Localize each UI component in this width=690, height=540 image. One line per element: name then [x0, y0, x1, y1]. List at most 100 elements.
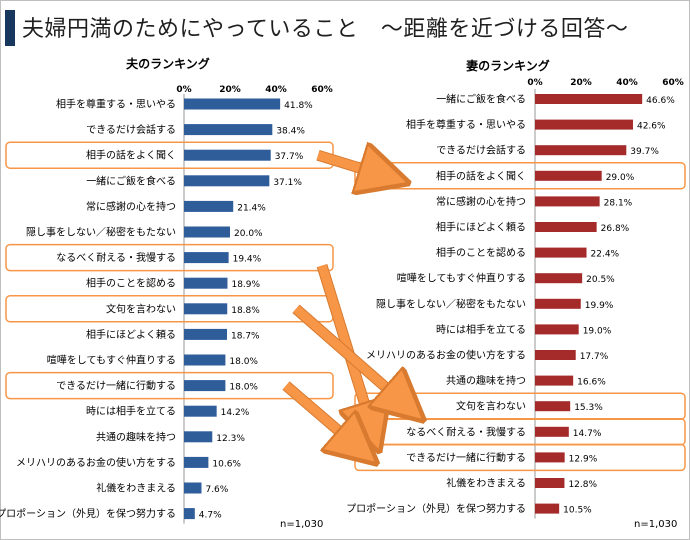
bar [535, 170, 602, 181]
value-label: 19.9% [585, 301, 614, 311]
comparison-arrows [282, 155, 405, 448]
category-label: プロポーション（外見）を保つ努力する [346, 502, 526, 515]
bar [184, 405, 217, 417]
value-label: 18.0% [229, 383, 258, 393]
bar [184, 303, 228, 315]
category-label: 一緒にご飯を食べる [86, 174, 176, 187]
bar [184, 200, 234, 212]
sample-size-note: n=1,030 [634, 519, 677, 530]
category-label: 共通の趣味を持つ [446, 374, 526, 387]
category-label: 一緒にご飯を食べる [436, 93, 526, 106]
bar [184, 508, 195, 520]
value-label: 28.1% [604, 198, 633, 208]
bar [184, 98, 281, 110]
value-label: 7.6% [205, 485, 228, 495]
wife-ranking-chart: 妻のランキング 0% 20% 40% 60% 一緒にご飯を食べる 46.6% 相手を尊重する・… [346, 58, 686, 530]
husband-ranking-chart: 夫のランキング 0% 20% 40% 60% 相手を尊重する・思いやる 41.8% できるだけ… [0, 56, 334, 530]
category-label: 時には相手を立てる [86, 405, 176, 418]
value-label: 12.8% [568, 480, 597, 490]
value-label: 14.7% [573, 429, 602, 439]
bar [535, 94, 643, 104]
value-label: 41.8% [284, 101, 313, 111]
category-label: 相手を尊重する・思いやる [406, 118, 526, 131]
category-label: 文句を言わない [456, 400, 526, 413]
bar [535, 222, 597, 232]
category-label: メリハリのあるお金の使い方をする [16, 456, 176, 469]
value-label: 19.4% [233, 255, 262, 265]
tick-label: 0% [176, 85, 191, 95]
bar [535, 273, 583, 284]
bar [184, 456, 209, 468]
tick-label: 60% [311, 85, 333, 95]
bar [535, 298, 581, 309]
value-label: 18.7% [231, 331, 260, 341]
bar [535, 247, 587, 258]
value-label: 21.4% [237, 203, 266, 213]
bar [184, 277, 228, 289]
bar [184, 431, 213, 443]
bar [184, 149, 271, 161]
page-title: 夫婦円満のためにやっていること ～距離を近づける回答～ [22, 17, 629, 42]
tick-label: 0% [527, 78, 542, 88]
category-label: 隠し事をしない／秘密をもたない [376, 297, 526, 310]
tick-label: 20% [219, 85, 241, 95]
category-label: 礼儀をわきまえる [96, 482, 176, 495]
category-label: なるべく耐える・我慢する [406, 425, 526, 438]
bar [184, 328, 228, 340]
value-label: 46.6% [646, 96, 675, 106]
bar [184, 380, 226, 392]
category-label: できるだけ一緒に行動する [406, 451, 526, 464]
highlight-box [5, 243, 334, 272]
value-label: 18.9% [231, 280, 260, 290]
bar [535, 350, 576, 360]
category-label: 喧嘩をしてもすぐ仲直りする [47, 354, 176, 367]
value-label: 26.8% [601, 224, 630, 234]
comparison-arrow [283, 382, 358, 448]
value-label: 4.7% [199, 511, 222, 521]
bar [535, 145, 627, 156]
category-label: 隠し事をしない／秘密をもたない [26, 226, 176, 239]
value-label: 20.0% [234, 229, 263, 239]
category-label: できるだけ一緒に行動する [56, 379, 176, 392]
category-label: 文句を言わない [106, 302, 176, 315]
value-label: 10.5% [563, 506, 592, 516]
category-label: なるべく耐える・我慢する [56, 251, 176, 264]
value-label: 12.3% [216, 434, 245, 444]
category-label: できるだけ会話する [436, 144, 526, 157]
category-label: 相手の話をよく聞く [86, 149, 176, 162]
bar [535, 401, 571, 412]
bar [535, 196, 600, 207]
bar [184, 354, 226, 366]
value-label: 29.0% [606, 173, 635, 183]
value-label: 37.1% [273, 178, 302, 188]
bar [535, 503, 560, 514]
category-label: 相手を尊重する・思いやる [56, 98, 176, 111]
value-label: 42.6% [637, 122, 666, 132]
chart-title: 妻のランキング [466, 58, 550, 73]
bar [184, 175, 270, 187]
highlight-box [5, 371, 334, 400]
value-label: 19.0% [583, 326, 612, 336]
chart-title: 夫のランキング [125, 56, 210, 71]
category-label: 時には相手を立てる [436, 323, 526, 336]
bar [535, 375, 574, 386]
value-label: 38.4% [276, 127, 305, 137]
category-label: メリハリのあるお金の使い方をする [366, 349, 526, 362]
value-label: 20.5% [586, 275, 615, 285]
bar [184, 226, 230, 238]
comparison-arrow [316, 155, 385, 176]
value-label: 22.4% [591, 250, 620, 260]
comparison-arrow [293, 305, 405, 404]
value-label: 10.6% [212, 459, 241, 469]
category-label: 共通の趣味を持つ [96, 430, 176, 443]
value-label: 18.0% [229, 357, 258, 367]
category-label: プロポーション（外見）を保つ努力する [0, 507, 176, 520]
value-label: 18.8% [231, 306, 260, 316]
value-label: 15.3% [574, 403, 603, 413]
value-label: 14.2% [221, 408, 250, 418]
category-label: できるだけ会話する [86, 123, 176, 136]
category-label: 喧嘩をしてもすぐ仲直りする [397, 272, 526, 285]
bar [535, 478, 565, 488]
bar [535, 324, 579, 335]
